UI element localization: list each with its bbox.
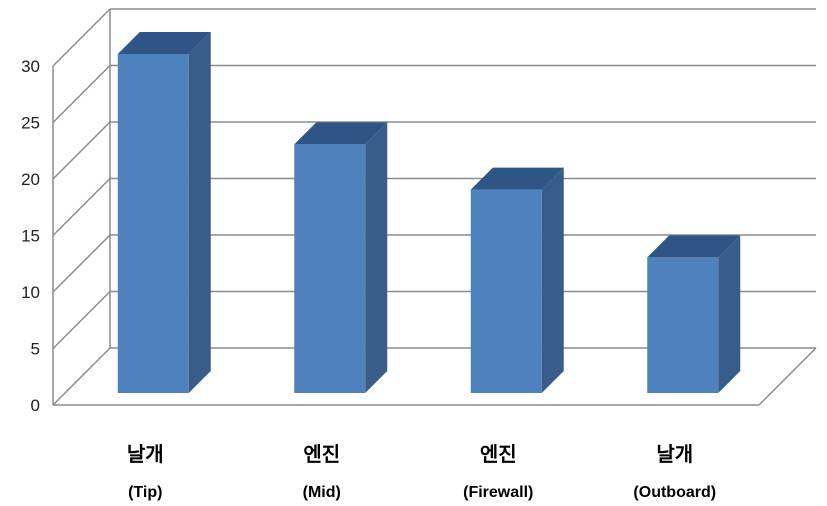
gridline-side [52, 177, 111, 237]
gridline-side [52, 234, 111, 293]
bar-side [718, 235, 741, 393]
x-axis-labels: 날개 (Tip) 엔진 (Mid) 엔진 (Firewall) 날개 (Outboard) [127, 442, 716, 501]
gridline-side [52, 8, 111, 67]
x-tick-label-main: 엔진 [303, 442, 340, 466]
y-tick-label: 20 [21, 170, 40, 189]
bar-side [365, 122, 388, 394]
gridlines [52, 8, 817, 406]
y-tick-label: 25 [21, 114, 40, 133]
x-tick-label-sub: (Mid) [303, 484, 341, 501]
gridline-side [52, 121, 111, 180]
bar-top [117, 32, 211, 54]
bar-top [647, 235, 741, 258]
bar-top [470, 167, 564, 190]
y-tick-label: 5 [31, 340, 40, 359]
x-tick-label-sub: (Firewall) [463, 484, 533, 501]
bar-front [470, 189, 542, 393]
bar-side [188, 32, 211, 393]
bar [647, 235, 741, 393]
x-tick-label-main: 엔진 [480, 442, 517, 466]
bar-front [647, 257, 719, 393]
bar-top [294, 122, 388, 145]
bar [294, 122, 388, 394]
bar [470, 167, 564, 393]
x-tick-label-sub: (Tip) [128, 484, 162, 501]
y-tick-label: 30 [21, 57, 40, 76]
y-axis-ticks: 0 5 10 15 20 25 30 [21, 57, 40, 415]
x-tick-label-sub: (Outboard) [633, 484, 716, 501]
x-tick-label-main: 날개 [656, 442, 693, 466]
bar-side [541, 167, 564, 393]
y-tick-label: 15 [21, 227, 40, 246]
y-tick-label: 10 [21, 283, 40, 302]
gridline-side [52, 64, 111, 124]
gridline-side [52, 290, 111, 350]
bar [117, 32, 211, 393]
y-tick-label: 0 [31, 396, 40, 415]
bar-front [117, 54, 189, 393]
bars [117, 32, 741, 394]
gridline-side [52, 347, 111, 406]
floor-right-edge [758, 347, 817, 406]
x-tick-label-main: 날개 [127, 442, 164, 466]
bar-front [294, 144, 366, 393]
